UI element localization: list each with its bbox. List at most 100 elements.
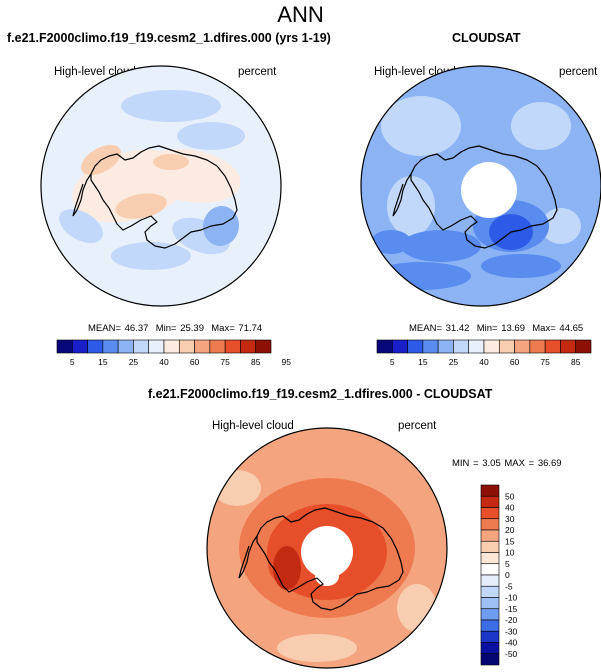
map-panel-1-coastline — [90, 145, 238, 249]
panel-3-variable-label: High-level cloud — [212, 420, 294, 432]
map-panel-2-contour-0 — [381, 96, 461, 156]
colorbar-panel-1-tick-label: 15 — [98, 357, 108, 367]
colorbar-panel-1-box-0 — [56, 339, 73, 354]
colorbar-panel-1-box-5 — [133, 339, 150, 354]
colorbar-panel-3-tick-label: -30 — [505, 626, 518, 636]
colorbar-panel-2-tick-label: 5 — [390, 357, 395, 367]
colorbar-panel-1-box-9 — [194, 339, 211, 354]
colorbar-panel-3-tick-label: 15 — [505, 536, 515, 546]
map-panel-1-peninsula — [72, 173, 92, 217]
colorbar-panel-2-box-4 — [437, 339, 454, 354]
map-panel-2-contour-8 — [481, 254, 561, 278]
panel-1-units-label: percent — [238, 66, 277, 78]
colorbar-panel-1-box-7 — [163, 339, 180, 354]
colorbar-panel-3-tick-label: 0 — [505, 570, 510, 580]
colorbar-panel-3-box-3 — [480, 518, 500, 531]
colorbar-panel-1-box-2 — [87, 339, 104, 354]
panel-2-title: CLOUDSAT — [452, 31, 521, 45]
colorbar-panel-1-tick-label: 75 — [220, 357, 230, 367]
colorbar-panel-3-tick-label: -20 — [505, 615, 518, 625]
map-panel-3-contour-3 — [273, 546, 301, 590]
map-panel-3-peninsula — [238, 535, 258, 579]
map-panel-2-contour-3 — [541, 208, 581, 244]
colorbar-panel-3-box-12 — [480, 619, 500, 632]
map-panel-3-border — [206, 427, 448, 669]
colorbar-panel-3-tick-label: -50 — [505, 649, 518, 659]
map-panel-3-contour-4 — [213, 470, 261, 506]
map-panel-3-coastline — [256, 507, 404, 611]
map-panel-1-contour-7 — [59, 208, 103, 244]
colorbar-panel-3-box-13 — [480, 630, 500, 643]
colorbar-panel-2-tick-label: 60 — [510, 357, 520, 367]
colorbar-panel-3-box-4 — [480, 529, 500, 542]
panel-1-title: f.e21.F2000climo.f19_f19.cesm2_1.dfires.… — [7, 31, 331, 45]
panel-2-stats: MEAN= 31.42 Min= 13.69 Max= 44.65 — [409, 323, 584, 334]
colorbar-panel-3-tick-label: 50 — [505, 491, 515, 501]
panel-3-units-label: percent — [398, 420, 437, 432]
colorbar-panel-2-tick-label: 25 — [449, 357, 459, 367]
map-panel-2 — [361, 66, 601, 306]
colorbar-panel-2-box-11 — [544, 339, 561, 354]
colorbar-panel-2-box-1 — [391, 339, 408, 354]
map-panel-2-contour-7 — [371, 230, 411, 254]
map-panel-1 — [41, 66, 281, 306]
colorbar-panel-2-box-3 — [422, 339, 439, 354]
colorbar-panel-1-box-10 — [209, 339, 226, 354]
map-panel-2-contour-1 — [511, 102, 571, 150]
colorbar-panel-3-tick-label: -15 — [505, 604, 518, 614]
colorbar-panel-1-box-1 — [71, 339, 88, 354]
colorbar-panel-1-tick-label: 95 — [282, 357, 292, 367]
colorbar-panel-3-tick-label: 5 — [505, 559, 510, 569]
colorbar-panel-2-tick-label: 15 — [418, 357, 428, 367]
map-panel-1-contour-6 — [111, 242, 191, 270]
colorbar-panel-3-tick-label: 30 — [505, 514, 515, 524]
colorbar-panel-1-tick-label: 5 — [70, 357, 75, 367]
map-panel-1-contour-9 — [202, 206, 240, 246]
colorbar-panel-2-box-6 — [468, 339, 485, 354]
panel-1-stats: MEAN= 46.37 Min= 25.39 Max= 71.74 — [88, 323, 263, 334]
map-panel-2-coastline — [410, 145, 558, 249]
map-panel-2-contour-6 — [401, 230, 481, 262]
colorbar-panel-3-box-14 — [480, 642, 500, 655]
colorbar-panel-2-box-0 — [376, 339, 393, 354]
figure-title: ANN — [277, 2, 324, 27]
map-panel-2-peninsula — [392, 173, 412, 217]
colorbar-panel-3-tick-label: 40 — [505, 503, 515, 513]
colorbar-panel-1: 5 15 25 40 60 75 85 95 — [56, 339, 292, 367]
colorbar-panel-3-tick-label: -40 — [505, 638, 518, 648]
colorbar-panel-3-box-9 — [480, 585, 500, 598]
map-panel-1-contour-8 — [177, 122, 245, 150]
colorbar-panel-1-box-13 — [255, 339, 272, 354]
colorbar-panel-2-box-2 — [407, 339, 424, 354]
map-panel-3 — [207, 428, 447, 668]
colorbar-panel-1-tick-label: 25 — [129, 357, 139, 367]
colorbar-panel-3-tick-label: 20 — [505, 525, 515, 535]
colorbar-panel-3-box-10 — [480, 597, 500, 610]
map-panel-2-contour-2 — [387, 176, 435, 236]
colorbar-panel-3-tick-label: 10 — [505, 548, 515, 558]
map-panel-2-border — [360, 65, 601, 307]
colorbar-panel-3-box-5 — [480, 540, 500, 553]
map-panel-1-contour-10 — [121, 90, 221, 122]
colorbar-panel-3-tick-label: -10 — [505, 593, 518, 603]
colorbar-panel-2-box-5 — [453, 339, 470, 354]
colorbar-panel-1-tick-label: 40 — [159, 357, 169, 367]
colorbar-panel-2-box-10 — [529, 339, 546, 354]
colorbar-panel-1-box-8 — [178, 339, 195, 354]
panel-2-units-label: percent — [559, 66, 598, 78]
colorbar-panel-2-box-12 — [560, 339, 577, 354]
colorbar-panel-3-box-2 — [480, 507, 500, 520]
colorbar-panel-2-tick-label: 75 — [540, 357, 550, 367]
colorbar-panel-3-box-7 — [480, 563, 500, 576]
map-panel-1-contour-4 — [153, 154, 189, 170]
colorbar-panel-2-box-13 — [575, 339, 592, 354]
colorbar-panel-1-tick-label: 85 — [251, 357, 261, 367]
map-panel-3-missing-data — [301, 526, 353, 578]
colorbar-panel-3-tick-label: -5 — [505, 581, 513, 591]
colorbar-panel-3-box-1 — [480, 495, 500, 508]
colorbar-panel-2-box-7 — [483, 339, 500, 354]
colorbar-panel-2-box-8 — [498, 339, 515, 354]
